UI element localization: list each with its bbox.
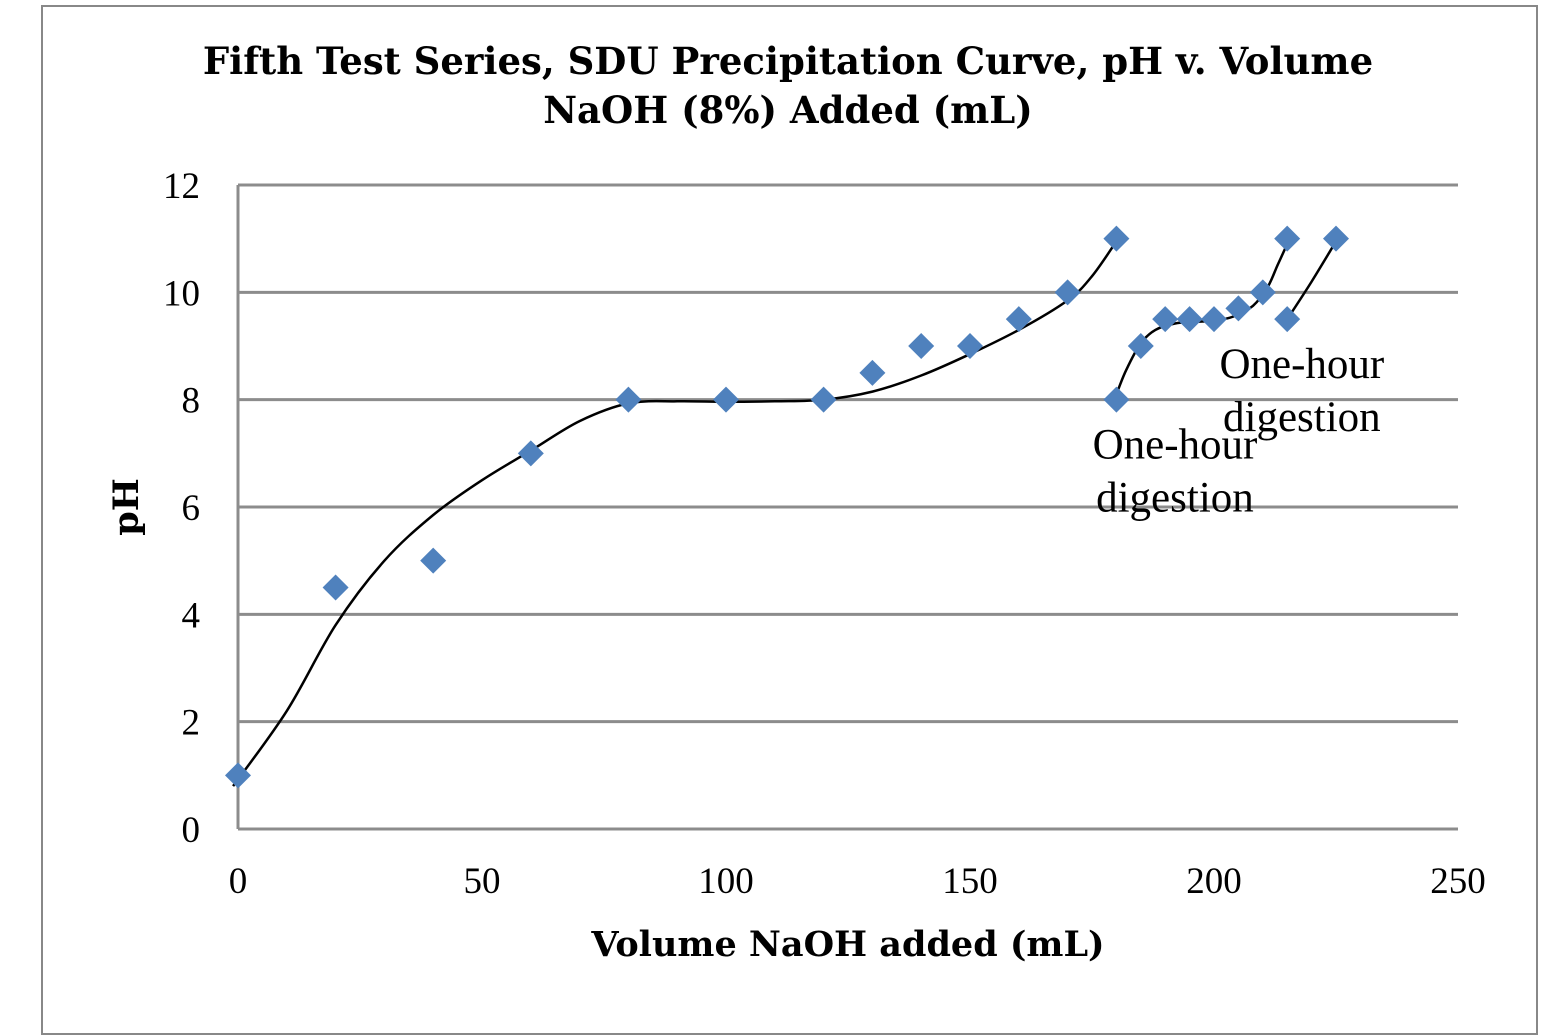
x-tick-label-250: 250 — [1430, 861, 1486, 902]
annotation-2-line-2: digestion — [1223, 394, 1381, 441]
x-tick-label-50: 50 — [464, 861, 501, 902]
data-point-14 — [1103, 386, 1130, 413]
data-point-6 — [713, 386, 739, 413]
data-point-18 — [1201, 306, 1227, 333]
data-point-19 — [1225, 295, 1252, 322]
y-tick-label-4: 4 — [182, 595, 201, 636]
data-point-5 — [615, 386, 642, 413]
chart-title-line-1: Fifth Test Series, SDU Precipitation Cur… — [203, 39, 1373, 83]
data-point-9 — [908, 333, 935, 359]
x-tick-label-150: 150 — [942, 861, 998, 902]
trendline-3 — [1286, 240, 1338, 320]
data-point-22 — [1274, 306, 1301, 333]
y-axis-label: pH — [106, 478, 147, 536]
y-tick-label-0: 0 — [182, 810, 201, 851]
chart-title-line-2: NaOH (8%) Added (mL) — [543, 88, 1033, 132]
x-tick-label-200: 200 — [1186, 861, 1242, 902]
annotation-1-line-2: digestion — [1096, 475, 1254, 522]
x-tick-label-100: 100 — [698, 861, 754, 902]
annotation-2-line-1: One-hour — [1219, 341, 1384, 388]
y-tick-label-8: 8 — [182, 381, 201, 422]
y-tick-label-6: 6 — [182, 488, 201, 529]
data-point-13 — [1103, 225, 1130, 252]
data-point-2 — [322, 574, 349, 601]
data-point-20 — [1249, 279, 1276, 306]
data-point-4 — [517, 440, 544, 467]
data-point-21 — [1274, 225, 1301, 252]
grid-layer — [238, 183, 1458, 724]
data-point-7 — [810, 386, 837, 413]
chart-frame — [41, 5, 1538, 1035]
data-point-10 — [957, 333, 983, 359]
data-point-12 — [1054, 279, 1081, 306]
data-point-layer — [225, 225, 1349, 789]
y-tick-label-10: 10 — [163, 273, 200, 314]
y-tick-label-12: 12 — [163, 166, 200, 207]
data-point-15 — [1127, 333, 1154, 359]
x-axis-label: Volume NaOH added (mL) — [590, 924, 1104, 965]
y-tick-label-2: 2 — [182, 703, 201, 744]
data-point-1 — [225, 762, 251, 789]
trendline-1 — [232, 240, 1118, 787]
data-point-23 — [1323, 225, 1349, 252]
data-point-16 — [1152, 306, 1179, 333]
axis-layer — [236, 185, 1458, 831]
data-point-17 — [1176, 306, 1203, 333]
x-tick-label-0: 0 — [229, 861, 248, 902]
data-point-3 — [420, 547, 447, 574]
data-point-8 — [859, 359, 886, 386]
data-point-11 — [1005, 306, 1032, 333]
tick-label-layer: 0 2 4 6 8 10 12 0 50 100 150 200 250 — [163, 166, 1486, 902]
annotation-1-line-1: One-hour — [1093, 422, 1258, 469]
